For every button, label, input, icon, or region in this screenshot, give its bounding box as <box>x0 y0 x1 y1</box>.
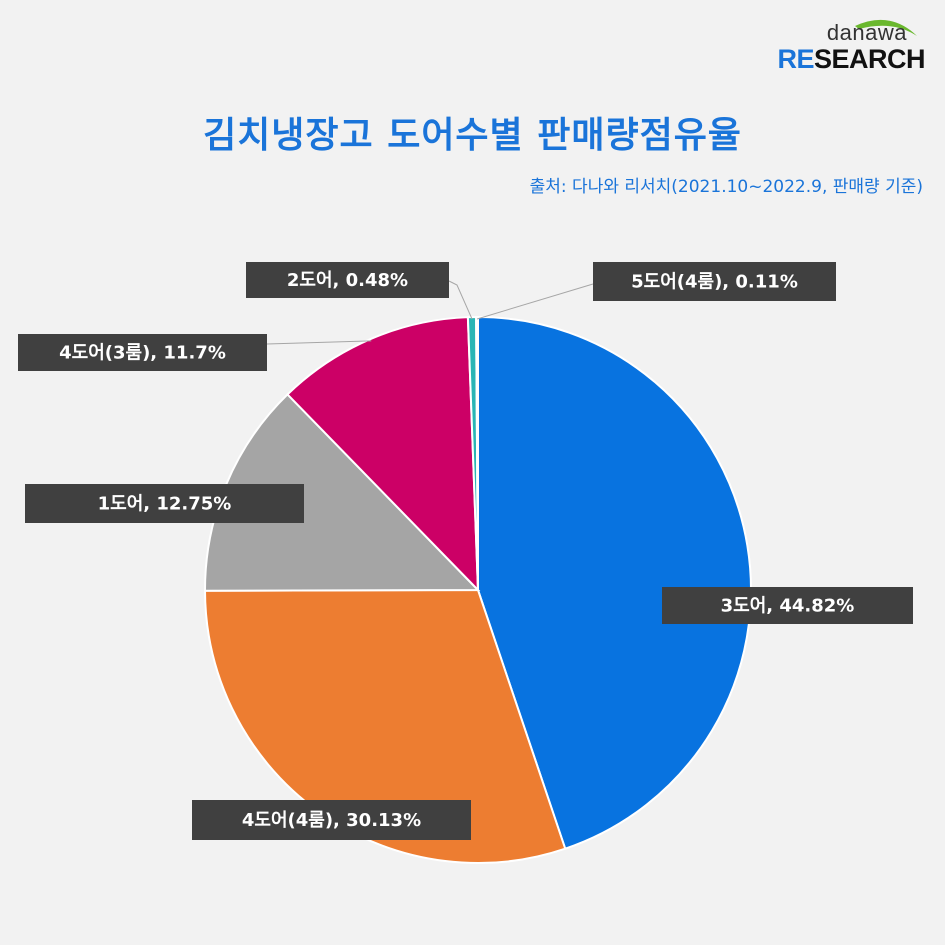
pie-slice-4 <box>286 316 480 593</box>
data-label-text: 1도어, 12.75% <box>98 494 232 515</box>
data-label-box <box>662 587 913 624</box>
leader-line-5 <box>448 280 473 320</box>
data-label-box <box>25 484 304 523</box>
logo-research-text: RESEARCH <box>777 44 925 75</box>
data-label-box <box>192 800 471 840</box>
leader-line-6 <box>476 283 594 320</box>
data-label-3: 1도어, 12.75% <box>25 484 304 523</box>
data-label-box <box>18 334 267 371</box>
danawa-research-logo: danawa RESEARCH <box>777 14 926 74</box>
logo-danawa-text: danawa <box>826 20 907 45</box>
data-label-2: 4도어(4룸), 30.13% <box>192 800 471 840</box>
data-label-text: 5도어(4룸), 0.11% <box>631 272 798 293</box>
data-label-text: 4도어(4룸), 30.13% <box>242 810 421 831</box>
data-label-text: 4도어(3룸), 11.7% <box>59 343 226 364</box>
data-label-box <box>593 262 836 301</box>
pie-slice-6 <box>475 315 479 591</box>
swoosh-icon <box>855 19 917 36</box>
pie-slice-1 <box>477 315 752 850</box>
data-label-4: 4도어(3룸), 11.7% <box>18 334 267 371</box>
leader-line-4 <box>266 340 372 345</box>
chart-title: 김치냉장고 도어수별 판매량점유율 <box>203 115 742 156</box>
data-label-text: 2도어, 0.48% <box>287 270 408 291</box>
data-label-6: 5도어(4룸), 0.11% <box>593 262 836 301</box>
data-label-1: 3도어, 44.82% <box>662 587 913 624</box>
data-label-5: 2도어, 0.48% <box>246 262 449 298</box>
logo-research-accent: RE <box>777 44 814 74</box>
data-label-text: 3도어, 44.82% <box>721 596 855 617</box>
pie-slices <box>203 315 752 864</box>
chart-source: 출처: 다나와 리서치(2021.10~2022.9, 판매량 기준) <box>529 177 923 197</box>
data-label-box <box>246 262 449 298</box>
logo-research-rest: SEARCH <box>813 44 926 74</box>
